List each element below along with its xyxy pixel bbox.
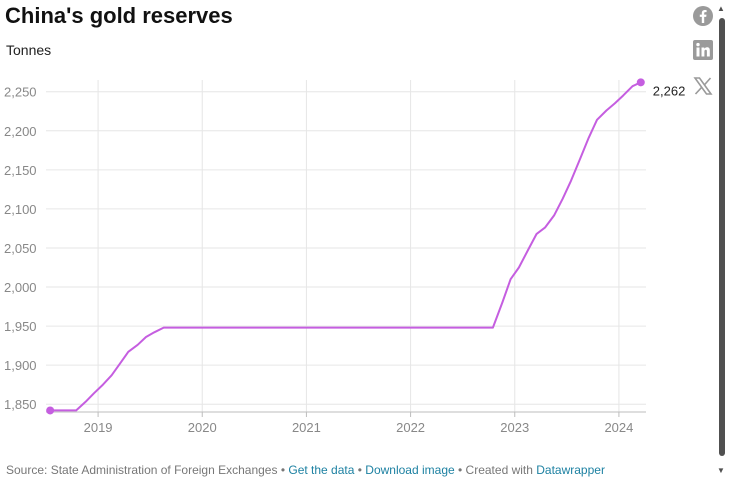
labels-layer: 1,850 1,900 1,950 2,000 2,050 2,100 2,150 2,200… bbox=[4, 83, 685, 435]
scroll-down-arrow-icon[interactable]: ▼ bbox=[717, 466, 725, 475]
x-share-button[interactable] bbox=[692, 75, 714, 97]
linkedin-share-button[interactable] bbox=[692, 39, 714, 61]
chart-subtitle: Tonnes bbox=[6, 42, 52, 58]
grid-lines bbox=[46, 80, 646, 412]
y-tick-label: 2,000 bbox=[4, 280, 37, 295]
facebook-share-button[interactable] bbox=[692, 5, 714, 27]
y-tick-label: 2,200 bbox=[4, 124, 37, 139]
chart-title: China's gold reserves bbox=[5, 3, 233, 28]
end-point-marker bbox=[636, 78, 645, 87]
x-tick-label: 2019 bbox=[84, 420, 113, 435]
scroll-up-arrow-icon[interactable]: ▲ bbox=[717, 4, 725, 13]
get-the-data-link[interactable]: Get the data bbox=[288, 463, 355, 477]
axes bbox=[46, 411, 646, 417]
series-layer bbox=[46, 78, 645, 415]
y-tick-label: 2,250 bbox=[4, 85, 37, 100]
footer-separator: • bbox=[454, 463, 466, 477]
source-text: Source: State Administration of Foreign … bbox=[6, 463, 278, 477]
x-tick-label: 2024 bbox=[604, 420, 633, 435]
line-chart: 1,850 1,900 1,950 2,000 2,050 2,100 2,150 2,200… bbox=[4, 78, 685, 435]
y-tick-label: 2,050 bbox=[4, 241, 37, 256]
y-tick-label: 2,100 bbox=[4, 202, 37, 217]
facebook-icon bbox=[693, 6, 713, 26]
footer-separator: • bbox=[277, 463, 289, 477]
start-point-marker bbox=[46, 406, 55, 415]
footer-separator: • bbox=[354, 463, 366, 477]
x-tick-label: 2022 bbox=[396, 420, 425, 435]
x-tick-label: 2021 bbox=[292, 420, 321, 435]
y-tick-label: 1,950 bbox=[4, 319, 37, 334]
datawrapper-link[interactable]: Datawrapper bbox=[536, 463, 605, 477]
y-tick-label: 1,850 bbox=[4, 397, 37, 412]
series-line-gold-reserves bbox=[49, 81, 642, 412]
chart-footer: Source: State Administration of Foreign … bbox=[6, 463, 605, 477]
y-tick-label: 2,150 bbox=[4, 163, 37, 178]
end-value-label: 2,262 bbox=[653, 83, 686, 98]
y-tick-label: 1,900 bbox=[4, 358, 37, 373]
x-icon bbox=[693, 77, 713, 95]
created-with-text: Created with bbox=[465, 463, 537, 477]
x-tick-label: 2020 bbox=[188, 420, 217, 435]
download-image-link[interactable]: Download image bbox=[365, 463, 455, 477]
x-tick-label: 2023 bbox=[500, 420, 529, 435]
scrollbar-thumb[interactable] bbox=[719, 18, 725, 456]
linkedin-icon bbox=[693, 40, 713, 60]
